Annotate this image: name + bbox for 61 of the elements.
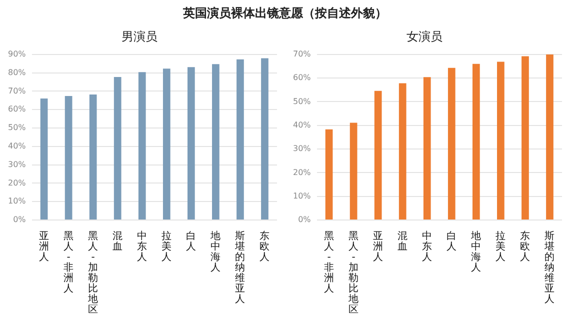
y-tick-label: 40%: [8, 141, 26, 150]
y-tick-label: 30%: [293, 144, 312, 154]
bar: [138, 72, 146, 220]
bar: [423, 77, 431, 220]
x-tick-label: 黑人-非洲人: [324, 230, 334, 294]
x-tick-label: 白人: [446, 230, 457, 252]
y-tick-label: 10%: [8, 196, 26, 206]
y-tick-label: 80%: [8, 68, 26, 77]
y-tick-label: 70%: [293, 49, 312, 58]
bar: [350, 122, 358, 220]
x-tick-label: 地中海人: [470, 230, 482, 274]
bar: [64, 96, 72, 220]
x-tick-label: 拉美人: [496, 230, 506, 263]
chart-title: 男演员: [122, 29, 158, 44]
x-tick-label: 中东人: [137, 230, 148, 263]
bar: [40, 98, 48, 220]
bar: [89, 94, 97, 220]
x-tick-label: 中东人: [422, 230, 432, 263]
bar: [114, 77, 122, 220]
bar: [261, 58, 268, 220]
x-tick-label: 黑人-加勒比地区: [348, 230, 359, 316]
y-tick-label: 10%: [293, 191, 312, 200]
bar: [546, 54, 554, 220]
bar: [162, 68, 170, 220]
y-tick-label: 0%: [298, 215, 312, 224]
x-tick-label: 黑人-非洲人: [64, 230, 74, 294]
y-tick-label: 20%: [293, 168, 312, 177]
y-tick-label: 90%: [8, 49, 26, 58]
y-tick-label: 60%: [8, 104, 26, 114]
x-tick-label: 亚洲人: [39, 230, 50, 263]
bar: [374, 90, 382, 220]
x-tick-label: 斯堪的纳维亚人: [544, 230, 555, 305]
y-tick-label: 0%: [13, 215, 26, 224]
x-tick-label: 白人: [186, 230, 196, 252]
x-tick-label: 地中海人: [210, 230, 221, 274]
x-tick-label: 黑人-加勒比地区: [87, 230, 98, 316]
bar: [497, 62, 504, 220]
y-tick-label: 70%: [8, 86, 26, 96]
text: 英国演员裸体出镜意愿（按自述外貌）: [182, 5, 388, 22]
chart-title: 女演员: [406, 29, 442, 44]
x-tick-label: 混血: [398, 230, 408, 252]
bar: [398, 83, 406, 220]
x-tick-label: 东欧人: [260, 230, 270, 263]
y-tick-label: 60%: [293, 73, 312, 82]
y-tick-label: 40%: [293, 120, 312, 130]
bar: [448, 68, 456, 220]
x-tick-label: 拉美人: [162, 230, 172, 263]
bar: [236, 59, 244, 220]
x-tick-label: 东欧人: [520, 230, 530, 263]
x-tick-label: 混血: [112, 230, 123, 252]
x-tick-label: 亚洲人: [373, 230, 384, 263]
bar: [472, 64, 480, 220]
bar: [212, 64, 220, 220]
y-tick-label: 20%: [8, 178, 26, 188]
y-tick-label: 50%: [8, 123, 26, 132]
y-tick-label: 30%: [8, 160, 26, 169]
y-tick-label: 50%: [293, 96, 312, 106]
bar: [187, 67, 195, 220]
bar: [325, 129, 333, 220]
x-tick-label: 斯堪的纳维亚人: [234, 230, 246, 305]
bar: [522, 56, 529, 220]
